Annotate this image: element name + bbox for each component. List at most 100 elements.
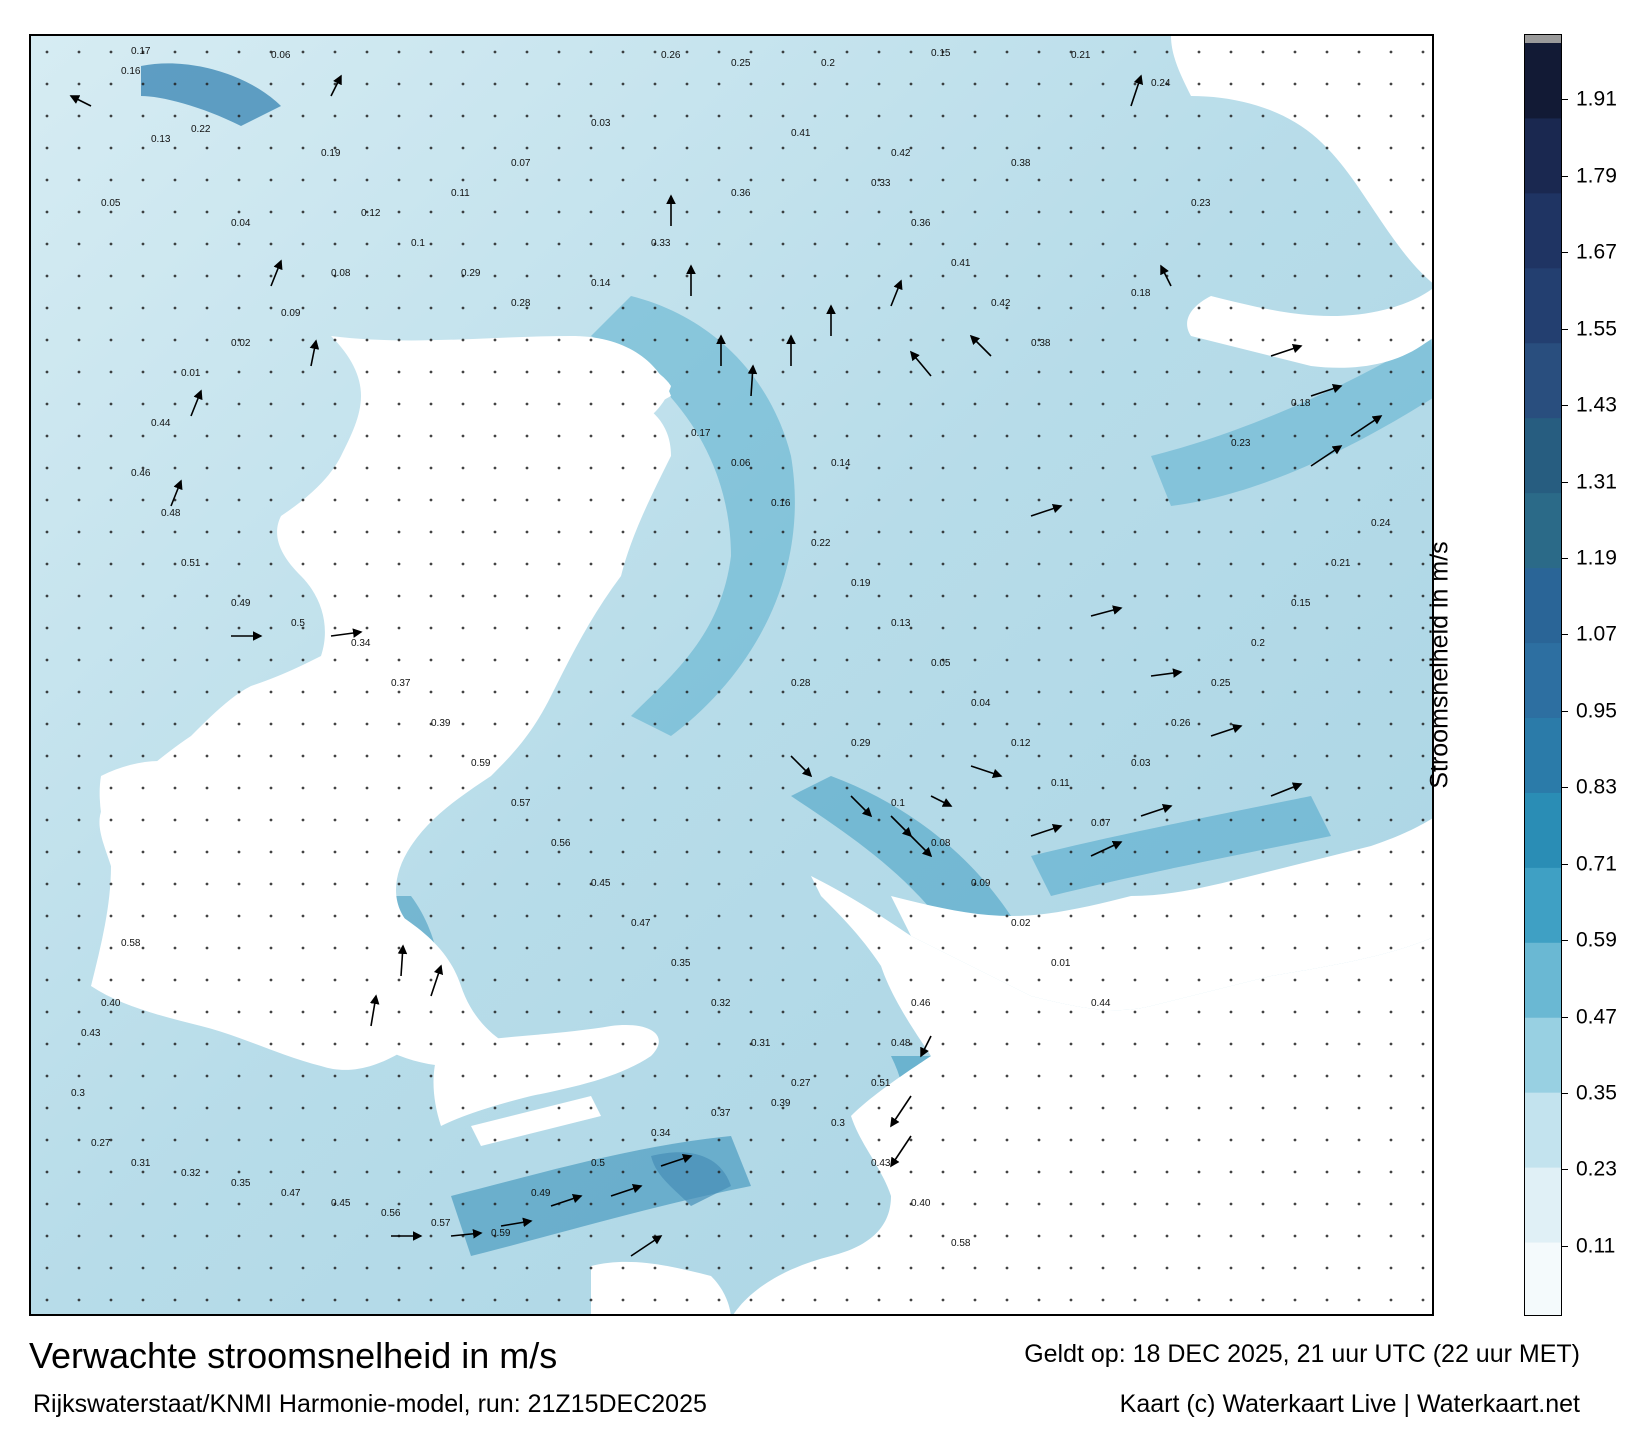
colorbar-tick-label: 0.47 bbox=[1576, 1006, 1617, 1027]
speed-label: 0.13 bbox=[891, 618, 911, 629]
speed-label: 0.48 bbox=[161, 508, 181, 519]
speed-label: 0.11 bbox=[1051, 778, 1070, 789]
colorbar-tick-label: 1.79 bbox=[1576, 165, 1617, 186]
speed-label: 0.44 bbox=[1091, 998, 1111, 1009]
speed-label: 0.39 bbox=[771, 1098, 791, 1109]
colorbar-band bbox=[1525, 792, 1562, 867]
colorbar-band bbox=[1525, 717, 1562, 792]
colorbar-tick-mark bbox=[1562, 329, 1568, 330]
colorbar-band bbox=[1525, 1092, 1562, 1167]
speed-label: 0.5 bbox=[291, 618, 305, 629]
speed-label: 0.05 bbox=[931, 658, 951, 669]
speed-label: 0.28 bbox=[791, 678, 811, 689]
colorbar-tick-mark bbox=[1562, 940, 1568, 941]
speed-label: 0.39 bbox=[431, 718, 451, 729]
colorbar-band bbox=[1525, 1167, 1562, 1242]
speed-label: 0.38 bbox=[1011, 158, 1031, 169]
speed-label: 0.56 bbox=[551, 838, 571, 849]
speed-label: 0.34 bbox=[351, 638, 371, 649]
speed-label: 0.47 bbox=[631, 918, 651, 929]
speed-label: 0.59 bbox=[491, 1228, 511, 1239]
speed-label: 0.31 bbox=[131, 1158, 151, 1169]
speed-label: 0.13 bbox=[151, 134, 171, 145]
speed-label: 0.2 bbox=[821, 58, 835, 69]
colorbar-tick-label: 1.67 bbox=[1576, 242, 1617, 263]
colorbar-tick-label: 0.35 bbox=[1576, 1083, 1617, 1104]
colorbar-tick-mark bbox=[1562, 176, 1568, 177]
speed-label: 0.18 bbox=[1291, 398, 1311, 409]
speed-label: 0.40 bbox=[101, 998, 121, 1009]
map-frame[interactable]: 0.17 0.06 0.16 0.22 0.19 0.13 0.05 0.04 0.12 0.11… bbox=[29, 34, 1434, 1316]
colorbar-tick-label: 1.91 bbox=[1576, 89, 1617, 110]
colorbar-band bbox=[1525, 1242, 1562, 1316]
colorbar-band bbox=[1525, 568, 1562, 643]
speed-label: 0.06 bbox=[731, 458, 751, 469]
colorbar-tick-mark bbox=[1562, 99, 1568, 100]
speed-label: 0.44 bbox=[151, 418, 171, 429]
colorbar-top-cap bbox=[1525, 35, 1562, 43]
colorbar-tick-label: 0.59 bbox=[1576, 930, 1617, 951]
speed-label: 0.41 bbox=[791, 128, 811, 139]
colorbar-tick-mark bbox=[1562, 482, 1568, 483]
speed-label: 0.04 bbox=[971, 698, 991, 709]
speed-label: 0.57 bbox=[431, 1218, 451, 1229]
speed-label: 0.29 bbox=[851, 738, 871, 749]
current-speed-map[interactable]: 0.17 0.06 0.16 0.22 0.19 0.13 0.05 0.04 0.12 0.11… bbox=[31, 36, 1434, 1316]
speed-label: 0.59 bbox=[471, 758, 491, 769]
speed-label: 0.33 bbox=[651, 238, 671, 249]
colorbar-band bbox=[1525, 343, 1562, 418]
colorbar-band bbox=[1525, 43, 1562, 118]
speed-label: 0.3 bbox=[831, 1118, 845, 1129]
speed-label: 0.45 bbox=[591, 878, 611, 889]
colorbar-tick-mark bbox=[1562, 252, 1568, 253]
colorbar-tick-label: 1.19 bbox=[1576, 547, 1617, 568]
colorbar-tick-label: 1.31 bbox=[1576, 471, 1617, 492]
speed-label: 0.25 bbox=[731, 58, 751, 69]
speed-label: 0.24 bbox=[1151, 78, 1171, 89]
speed-label: 0.19 bbox=[321, 148, 341, 159]
colorbar-tick-label: 0.95 bbox=[1576, 700, 1617, 721]
speed-label: 0.17 bbox=[131, 46, 151, 57]
speed-label: 0.1 bbox=[891, 798, 905, 809]
speed-label: 0.38 bbox=[1031, 338, 1051, 349]
speed-label: 0.35 bbox=[671, 958, 691, 969]
speed-label: 0.1 bbox=[411, 238, 425, 249]
speed-label: 0.56 bbox=[381, 1208, 401, 1219]
speed-label: 0.16 bbox=[121, 66, 141, 77]
speed-label: 0.34 bbox=[651, 1128, 671, 1139]
speed-label: 0.58 bbox=[121, 938, 141, 949]
speed-label: 0.01 bbox=[1051, 958, 1071, 969]
speed-label: 0.24 bbox=[1371, 518, 1391, 529]
speed-label: 0.19 bbox=[851, 578, 871, 589]
speed-label: 0.27 bbox=[91, 1138, 111, 1149]
speed-label: 0.01 bbox=[181, 368, 201, 379]
speed-label: 0.09 bbox=[971, 878, 991, 889]
colorbar-tick-label: 1.55 bbox=[1576, 318, 1617, 339]
colorbar-band bbox=[1525, 118, 1562, 193]
speed-label: 0.12 bbox=[1011, 738, 1031, 749]
speed-label: 0.12 bbox=[361, 208, 381, 219]
speed-label: 0.23 bbox=[1191, 198, 1211, 209]
speed-label: 0.29 bbox=[461, 268, 481, 279]
colorbar-tick-label: 0.83 bbox=[1576, 777, 1617, 798]
speed-label: 0.40 bbox=[911, 1198, 931, 1209]
speed-label: 0.03 bbox=[1131, 758, 1151, 769]
colorbar-tick-mark bbox=[1562, 787, 1568, 788]
speed-label: 0.43 bbox=[81, 1028, 101, 1039]
speed-label: 0.36 bbox=[731, 188, 751, 199]
speed-label: 0.43 bbox=[871, 1158, 891, 1169]
speed-label: 0.31 bbox=[751, 1038, 771, 1049]
speed-label: 0.58 bbox=[951, 1238, 971, 1249]
speed-label: 0.06 bbox=[271, 50, 291, 61]
colorbar-band bbox=[1525, 268, 1562, 343]
colorbar-tick-label: 1.43 bbox=[1576, 395, 1617, 416]
speed-label: 0.08 bbox=[931, 838, 951, 849]
speed-label: 0.42 bbox=[991, 298, 1011, 309]
speed-label: 0.46 bbox=[911, 998, 931, 1009]
colorbar-label: Stroomsnelheid in m/s bbox=[1426, 541, 1455, 788]
colorbar-band bbox=[1525, 493, 1562, 568]
model-run-info: Rijkswaterstaat/KNMI Harmonie-model, run… bbox=[33, 1392, 707, 1417]
speed-label: 0.22 bbox=[191, 124, 211, 135]
colorbar-band bbox=[1525, 193, 1562, 268]
speed-label: 0.03 bbox=[591, 118, 611, 129]
